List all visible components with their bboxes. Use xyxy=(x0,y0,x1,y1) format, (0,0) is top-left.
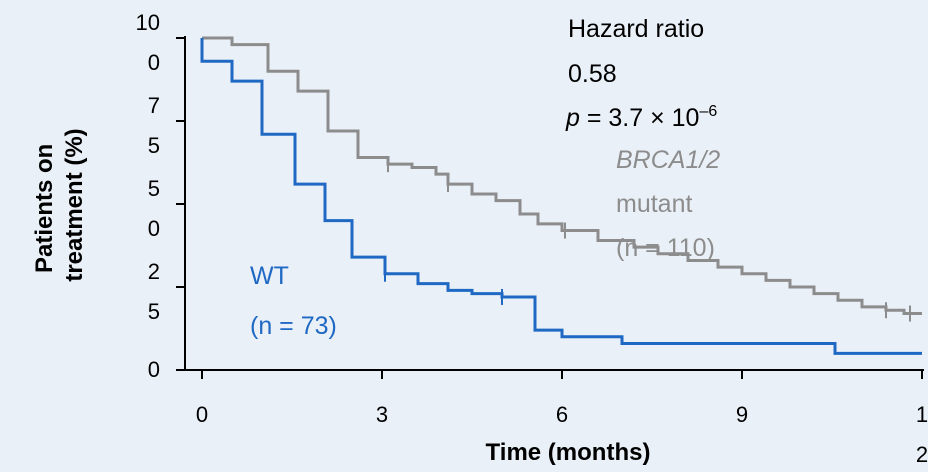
hazard-ratio-value: 0.58 xyxy=(568,60,617,88)
hazard-ratio-title: Hazard ratio xyxy=(568,15,704,43)
x-axis-title: Time (months) xyxy=(486,439,651,466)
y-tick-label-line: 2 xyxy=(148,259,160,284)
brca-series-label: BRCA1/2 mutant (n = 110) xyxy=(616,146,720,262)
x-tick-label: 9 xyxy=(736,402,748,427)
x-tick-label-line: 9 xyxy=(736,402,748,427)
x-tick-label-line: 1 xyxy=(916,402,928,427)
brca-label-line-3: (n = 110) xyxy=(616,234,715,262)
y-tick-label: 0 xyxy=(148,357,160,382)
y-tick-label-line: 5 xyxy=(148,299,160,324)
p-symbol: p xyxy=(565,104,580,132)
x-tick-label: 6 xyxy=(556,402,568,427)
wt-curve xyxy=(200,38,922,355)
y-axis-title-line-1: Patients on xyxy=(31,144,58,273)
y-tick-label-line: 0 xyxy=(148,50,160,75)
p-value: p = 3.7 × 10–6 xyxy=(565,103,717,132)
y-tick-label-line: 0 xyxy=(148,357,160,382)
hazard-ratio-annotation: Hazard ratio 0.58 p = 3.7 × 10–6 xyxy=(565,15,717,132)
x-tick-label-line: 0 xyxy=(196,402,208,427)
x-tick-label: 3 xyxy=(376,402,388,427)
y-tick-label-line: 0 xyxy=(148,216,160,241)
y-axis-title: Patients on treatment (%) xyxy=(31,128,88,281)
y-axis-ticks: 02 55 07 510 0 xyxy=(136,10,185,382)
wt-label-line-1: WT xyxy=(250,262,289,290)
p-value-text: = 3.7 × 10 xyxy=(580,104,700,132)
y-axis-title-line-2: treatment (%) xyxy=(61,128,88,281)
survival-curves xyxy=(200,36,922,355)
wt-label-line-2: (n = 73) xyxy=(250,312,337,340)
y-tick-label: 10 0 xyxy=(136,10,160,75)
brca-mutant-curve xyxy=(202,36,922,316)
y-tick-label-line: 10 xyxy=(136,10,160,35)
x-tick-label-line: 6 xyxy=(556,402,568,427)
y-axis: 02 55 07 510 0 xyxy=(136,10,186,382)
brca-label-line-1: BRCA1/2 xyxy=(616,146,720,174)
x-tick-label-line: 2 xyxy=(916,442,928,467)
y-tick-label-line: 5 xyxy=(148,176,160,201)
wt-series-label: WT (n = 73) xyxy=(250,262,337,340)
brca-label-line-2: mutant xyxy=(616,190,692,218)
x-tick-label-line: 3 xyxy=(376,402,388,427)
p-value-exponent: –6 xyxy=(699,103,717,120)
x-tick-label: 0 xyxy=(196,402,208,427)
y-tick-label-line: 7 xyxy=(148,93,160,118)
y-tick-label-line: 5 xyxy=(148,133,160,158)
